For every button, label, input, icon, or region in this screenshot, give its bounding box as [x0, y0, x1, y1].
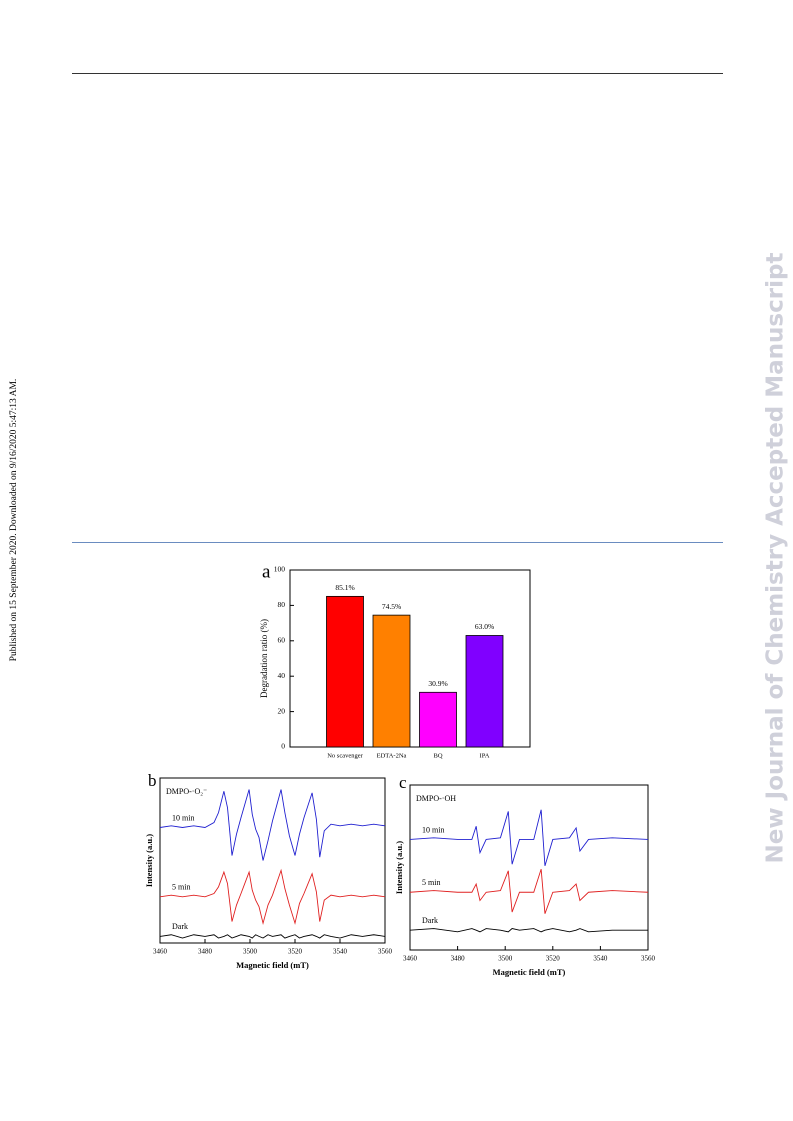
- x-tick-label: BQ: [433, 752, 442, 759]
- spectrum-line: [159, 868, 386, 925]
- panel-label: b: [148, 771, 157, 790]
- x-axis-label: Magnetic field (mT): [493, 967, 566, 977]
- y-axis-label: Intensity (a.u.): [394, 841, 404, 894]
- x-tick-label: 3560: [641, 955, 656, 963]
- bar: [326, 595, 364, 748]
- x-tick-label: IPA: [480, 752, 490, 759]
- value-label: 85.1%: [335, 583, 354, 592]
- series-label: 10 min: [172, 813, 194, 822]
- x-tick-label: 3540: [333, 948, 348, 956]
- bar: [419, 691, 457, 748]
- y-tick-label: 20: [278, 706, 286, 715]
- value-label: 63.0%: [475, 622, 494, 631]
- panel-label: a: [262, 561, 271, 582]
- x-tick-label: 3540: [593, 955, 608, 963]
- watermark: New Journal of Chemistry Accepted Manusc…: [763, 253, 789, 864]
- series-label: Dark: [172, 922, 188, 931]
- y-tick-label: 40: [278, 671, 286, 680]
- x-tick-label: 3480: [451, 955, 466, 963]
- y-tick-label: 60: [278, 636, 286, 645]
- annotation: DMPO-·O₂⁻: [166, 787, 207, 796]
- spectrum-line: [409, 928, 648, 933]
- annotation: DMPO-·OH: [416, 794, 456, 803]
- x-tick-label: 3500: [498, 955, 513, 963]
- x-tick-label: 3520: [546, 955, 561, 963]
- x-tick-label: 3520: [288, 948, 303, 956]
- x-tick-label: 3560: [378, 948, 393, 956]
- y-axis-label: Intensity (a.u.): [144, 834, 154, 887]
- spectrum-line: [159, 789, 386, 861]
- x-tick-label: EDTA-2Na: [377, 752, 407, 759]
- side-note: Published on 15 September 2020. Download…: [9, 379, 19, 662]
- spectrum-line: [159, 934, 386, 939]
- y-tick-label: 80: [278, 600, 286, 609]
- series-label: 10 min: [422, 825, 444, 834]
- spectrum-line: [409, 869, 649, 914]
- plot-frame: [409, 784, 649, 951]
- value-label: 74.5%: [382, 602, 401, 611]
- value-label: 30.9%: [428, 679, 447, 688]
- x-tick-label: 3460: [153, 948, 168, 956]
- x-tick-label: 3460: [403, 955, 418, 963]
- bar: [372, 614, 411, 748]
- plot-frame: [159, 777, 386, 944]
- panel-label: c: [399, 773, 407, 792]
- x-axis-label: Magnetic field (mT): [236, 960, 309, 970]
- y-tick-label: 100: [274, 565, 286, 574]
- y-tick-label: 0: [281, 742, 285, 751]
- x-tick-label: 3500: [243, 948, 258, 956]
- series-label: 5 min: [172, 883, 190, 892]
- series-label: Dark: [422, 916, 438, 925]
- x-tick-label: No scavenger: [327, 752, 363, 759]
- x-tick-label: 3480: [198, 948, 213, 956]
- y-axis-label: Degradation ratio (%): [259, 619, 269, 698]
- series-label: 5 min: [422, 878, 440, 887]
- spectrum-line: [409, 809, 649, 866]
- bar: [465, 635, 504, 748]
